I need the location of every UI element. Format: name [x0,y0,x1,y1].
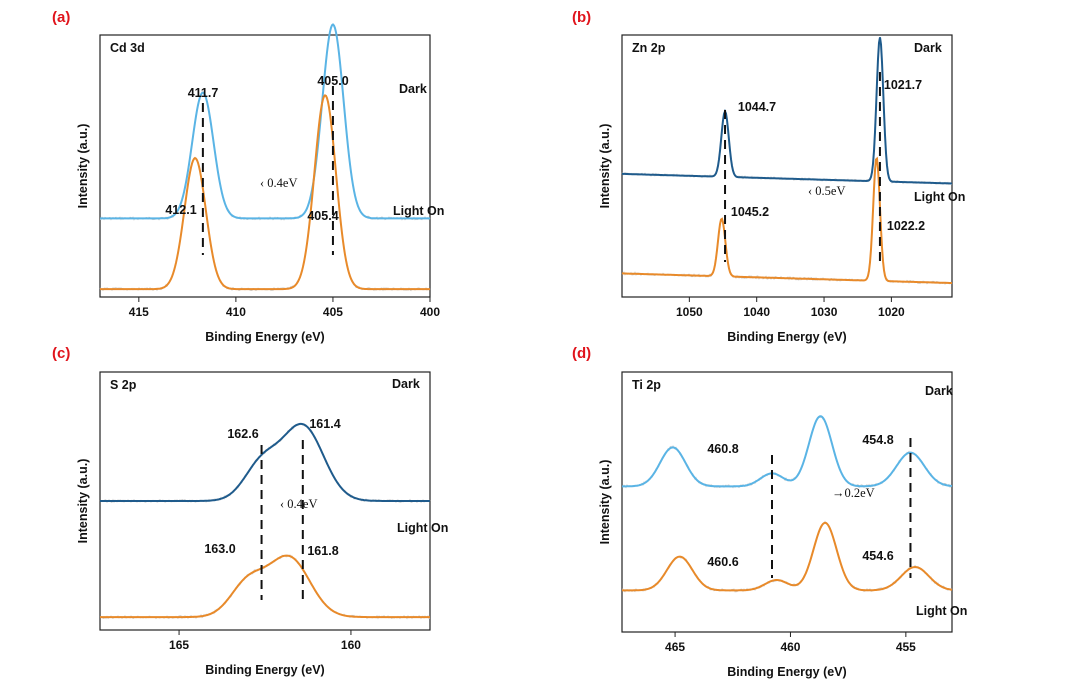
x-tick-label: 1030 [811,305,838,319]
peak-label: 1022.2 [887,219,925,233]
panel-label: (b) [572,9,591,26]
x-tick-label: 465 [665,640,685,654]
x-axis-label: Binding Energy (eV) [727,665,846,679]
shift-annotation: ‹ 0.4eV [280,497,318,511]
x-tick-label: 1050 [676,305,703,319]
plot-frame [621,34,953,298]
panel-1: (a) Cd 3d 415 410 405 400 Binding Energy (eV) I… [52,9,444,344]
raw-data-trace [99,554,431,620]
y-axis-label: Intensity (a.u.) [598,460,612,545]
x-tick-label: 1020 [878,305,905,319]
series-label: Dark [392,377,420,391]
raw-data-trace [621,416,952,489]
x-tick-label: 405 [323,305,343,319]
series-label: Light On [393,204,444,218]
panel-title: S 2p [110,378,137,392]
raw-data-trace [99,95,431,292]
peak-label: 412.1 [165,203,196,217]
peak-label: 161.8 [307,544,338,558]
peak-label: 454.8 [862,433,893,447]
peak-label: 411.7 [188,86,219,100]
series-line-light-on [100,94,430,291]
series-line-light-on [622,156,952,284]
panel-title: Cd 3d [110,41,145,55]
raw-data-trace [99,24,431,221]
panel-title: Ti 2p [632,378,661,392]
peak-label: 1045.2 [731,205,769,219]
x-tick-label: 400 [420,305,440,319]
shift-annotation: ‹ 0.4eV [260,176,298,190]
raw-data-trace [99,422,431,504]
series-label: Light On [914,190,965,204]
y-axis-label: Intensity (a.u.) [598,124,612,209]
series-label: Dark [399,82,427,96]
x-tick-label: 410 [226,305,246,319]
y-axis-label: Intensity (a.u.) [76,124,90,209]
x-tick-label: 460 [780,640,800,654]
raw-data-trace [621,37,953,186]
x-axis-label: Binding Energy (eV) [205,330,324,344]
peak-label: 454.6 [862,549,893,563]
series-label: Light On [397,521,448,535]
peak-label: 1044.7 [738,100,776,114]
shift-annotation: ‹ 0.5eV [808,184,846,198]
series-line-dark [100,422,430,502]
series-label: Light On [916,604,967,618]
x-tick-label: 165 [169,638,189,652]
plot-frame [621,371,953,633]
x-tick-label: 160 [341,638,361,652]
peak-label: 405.4 [307,209,338,223]
peak-label: 460.6 [707,555,738,569]
series-line-light-on [622,521,953,592]
x-axis-label: Binding Energy (eV) [727,330,846,344]
panel-label: (d) [572,345,591,362]
panel-2: (b) Zn 2p 1050 1040 1030 1020 Binding Energy (… [572,9,965,344]
panel-3: (c) S 2p 165 160 Binding Energy (eV) Intensit… [52,345,448,677]
x-tick-label: 455 [896,640,916,654]
peak-label: 460.8 [707,442,738,456]
raw-data-trace [621,520,953,593]
series-line-dark [100,23,430,220]
plot-frame [99,34,431,298]
series-label: Dark [914,41,942,55]
series-line-dark [622,415,953,488]
peak-label: 162.6 [227,427,258,441]
panel-title: Zn 2p [632,41,666,55]
x-tick-label: 415 [129,305,149,319]
panel-4: (d) Ti 2p 465 460 455 Binding Energy (eV) Inte… [572,345,967,679]
series-label: Dark [925,384,953,398]
series-line-dark [622,37,952,185]
peak-label: 1021.7 [884,78,922,92]
y-axis-label: Intensity (a.u.) [76,459,90,544]
panel-label: (c) [52,345,70,362]
panel-label: (a) [52,9,70,26]
peak-label: 405.0 [317,74,348,88]
peak-label: 161.4 [309,417,340,431]
x-axis-label: Binding Energy (eV) [205,663,324,677]
series-line-light-on [100,554,430,619]
x-tick-label: 1040 [743,305,770,319]
shift-annotation: →0.2eV [832,486,875,500]
peak-label: 163.0 [204,542,235,556]
